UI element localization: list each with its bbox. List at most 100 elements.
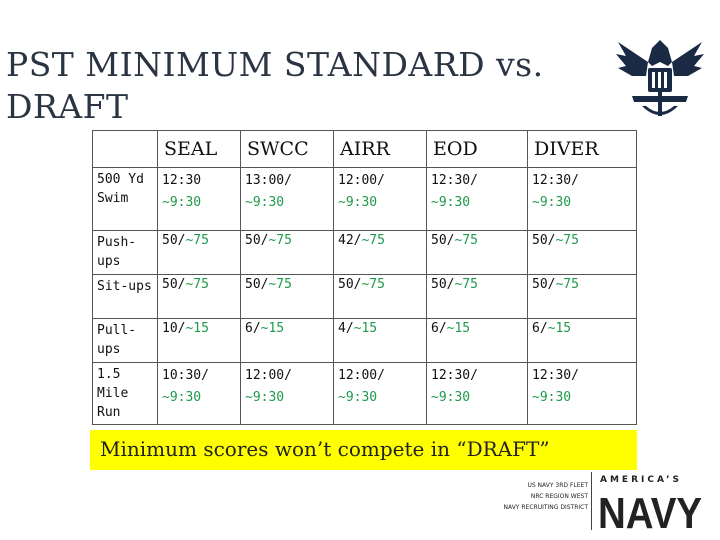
cell-min: 42/ — [338, 233, 362, 248]
footer-organization: US NAVY 3RD FLEET NRC REGION WEST NAVY R… — [462, 480, 588, 513]
table-row: 1.5 Mile Run 10:30/ ~9:30 12:00/ ~9:30 12:… — [92, 362, 637, 425]
cell-min: 50/ — [532, 233, 556, 248]
column-header: DIVER — [527, 130, 637, 168]
table-cell: 50/~75 — [426, 274, 528, 319]
cell-draft: ~15 — [185, 321, 209, 336]
footer-line: NRC REGION WEST — [530, 493, 588, 500]
row-label: 500 Yd Swim — [92, 167, 158, 231]
cell-min: 13:00/ — [245, 173, 292, 188]
table-cell: 6/~15 — [240, 318, 334, 363]
table-cell: 4/~15 — [333, 318, 427, 363]
column-header — [92, 130, 158, 168]
cell-draft: ~9:30 — [532, 390, 572, 405]
cell-min: 6/ — [532, 321, 548, 336]
cell-draft: ~75 — [555, 277, 579, 292]
cell-draft: ~75 — [268, 233, 292, 248]
cell-min: 12:30/ — [532, 368, 579, 383]
cell-draft: ~9:30 — [162, 390, 202, 405]
table-row: Push-ups 50/~75 50/~75 42/~75 50/~75 50/… — [92, 230, 637, 275]
cell-draft: ~9:30 — [431, 390, 471, 405]
table-cell: 50/~75 — [157, 230, 241, 275]
table-cell: 50/~75 — [240, 274, 334, 319]
row-label: Push-ups — [92, 230, 158, 275]
cell-draft: ~75 — [361, 277, 385, 292]
cell-min: 50/ — [245, 277, 269, 292]
cell-draft: ~75 — [185, 233, 209, 248]
table-header-row: SEAL SWCC AIRR EOD DIVER — [92, 130, 637, 168]
table-cell: 50/~75 — [157, 274, 241, 319]
cell-draft: ~75 — [268, 277, 292, 292]
table-cell: 12:00/ ~9:30 — [333, 167, 427, 231]
cell-draft: ~9:30 — [338, 390, 378, 405]
column-header: EOD — [426, 130, 528, 168]
cell-draft: ~9:30 — [162, 195, 202, 210]
cell-draft: ~9:30 — [245, 390, 285, 405]
cell-draft: ~15 — [547, 321, 572, 336]
column-header: SWCC — [240, 130, 334, 168]
table-cell: 12:00/ ~9:30 — [240, 362, 334, 425]
row-label: 1.5 Mile Run — [92, 362, 158, 425]
cell-min: 12:00/ — [245, 368, 292, 383]
cell-draft: ~9:30 — [338, 195, 378, 210]
cell-draft: ~15 — [446, 321, 471, 336]
standards-table: SEAL SWCC AIRR EOD DIVER 500 Yd Swim 12:… — [92, 130, 637, 425]
cell-draft: ~9:30 — [245, 195, 285, 210]
table-cell: 12:30/ ~9:30 — [426, 362, 528, 425]
row-label: Sit-ups — [92, 274, 158, 319]
cell-draft: ~15 — [260, 321, 285, 336]
cell-min: 10/ — [162, 321, 186, 336]
cell-min: 12:30/ — [431, 368, 478, 383]
cell-draft: ~15 — [353, 321, 378, 336]
navy-eagle-emblem-icon — [616, 40, 704, 116]
table-cell: 13:00/ ~9:30 — [240, 167, 334, 231]
table-row: 500 Yd Swim 12:30 ~9:30 13:00/ ~9:30 12:00… — [92, 167, 637, 231]
cell-min: 6/ — [431, 321, 447, 336]
cell-draft: ~9:30 — [431, 195, 471, 210]
americas-navy-logo: AMERICA’S NAVY — [598, 475, 702, 532]
cell-min: 50/ — [532, 277, 556, 292]
footer-line: US NAVY 3RD FLEET — [527, 482, 588, 489]
table-cell: 50/~75 — [426, 230, 528, 275]
footer-divider — [591, 472, 592, 530]
column-header: SEAL — [157, 130, 241, 168]
cell-min: 50/ — [245, 233, 269, 248]
table-cell: 12:30/ ~9:30 — [527, 362, 637, 425]
cell-draft: ~75 — [454, 277, 478, 292]
page-title: PST MINIMUM STANDARD vs. DRAFT — [6, 45, 544, 126]
cell-min: 12:00/ — [338, 173, 385, 188]
table-cell: 10/~15 — [157, 318, 241, 363]
row-label: Pull-ups — [92, 318, 158, 363]
table-cell: 50/~75 — [527, 274, 637, 319]
column-header: AIRR — [333, 130, 427, 168]
table-cell: 50/~75 — [333, 274, 427, 319]
cell-draft: ~75 — [454, 233, 478, 248]
cell-min: 50/ — [338, 277, 362, 292]
table-cell: 12:30 ~9:30 — [157, 167, 241, 231]
cell-min: 50/ — [431, 233, 455, 248]
table-cell: 12:30/ ~9:30 — [426, 167, 528, 231]
table-cell: 42/~75 — [333, 230, 427, 275]
cell-draft: ~75 — [361, 233, 385, 248]
cell-min: 12:30/ — [532, 173, 579, 188]
cell-draft: ~75 — [555, 233, 579, 248]
table-cell: 12:30/ ~9:30 — [527, 167, 637, 231]
cell-min: 50/ — [162, 277, 186, 292]
footer-line: NAVY RECRUITING DISTRICT — [503, 504, 588, 511]
table-cell: 10:30/ ~9:30 — [157, 362, 241, 425]
table-cell: 50/~75 — [527, 230, 637, 275]
table-cell: 6/~15 — [426, 318, 528, 363]
cell-draft: ~9:30 — [532, 195, 572, 210]
cell-min: 4/ — [338, 321, 354, 336]
cell-draft: ~75 — [185, 277, 209, 292]
cell-min: 50/ — [431, 277, 455, 292]
table-cell: 12:00/ ~9:30 — [333, 362, 427, 425]
cell-min: 10:30/ — [162, 368, 209, 383]
table-row: Pull-ups 10/~15 6/~15 4/~15 6/~15 6/~15 — [92, 318, 637, 363]
logo-wordmark: NAVY — [598, 489, 702, 532]
cell-min: 50/ — [162, 233, 186, 248]
table-cell: 6/~15 — [527, 318, 637, 363]
table-cell: 50/~75 — [240, 230, 334, 275]
banner-text: Minimum scores won’t compete in “DRAFT” — [100, 437, 550, 461]
table-row: Sit-ups 50/~75 50/~75 50/~75 50/~75 50/~… — [92, 274, 637, 319]
cell-min: 12:30/ — [431, 173, 478, 188]
